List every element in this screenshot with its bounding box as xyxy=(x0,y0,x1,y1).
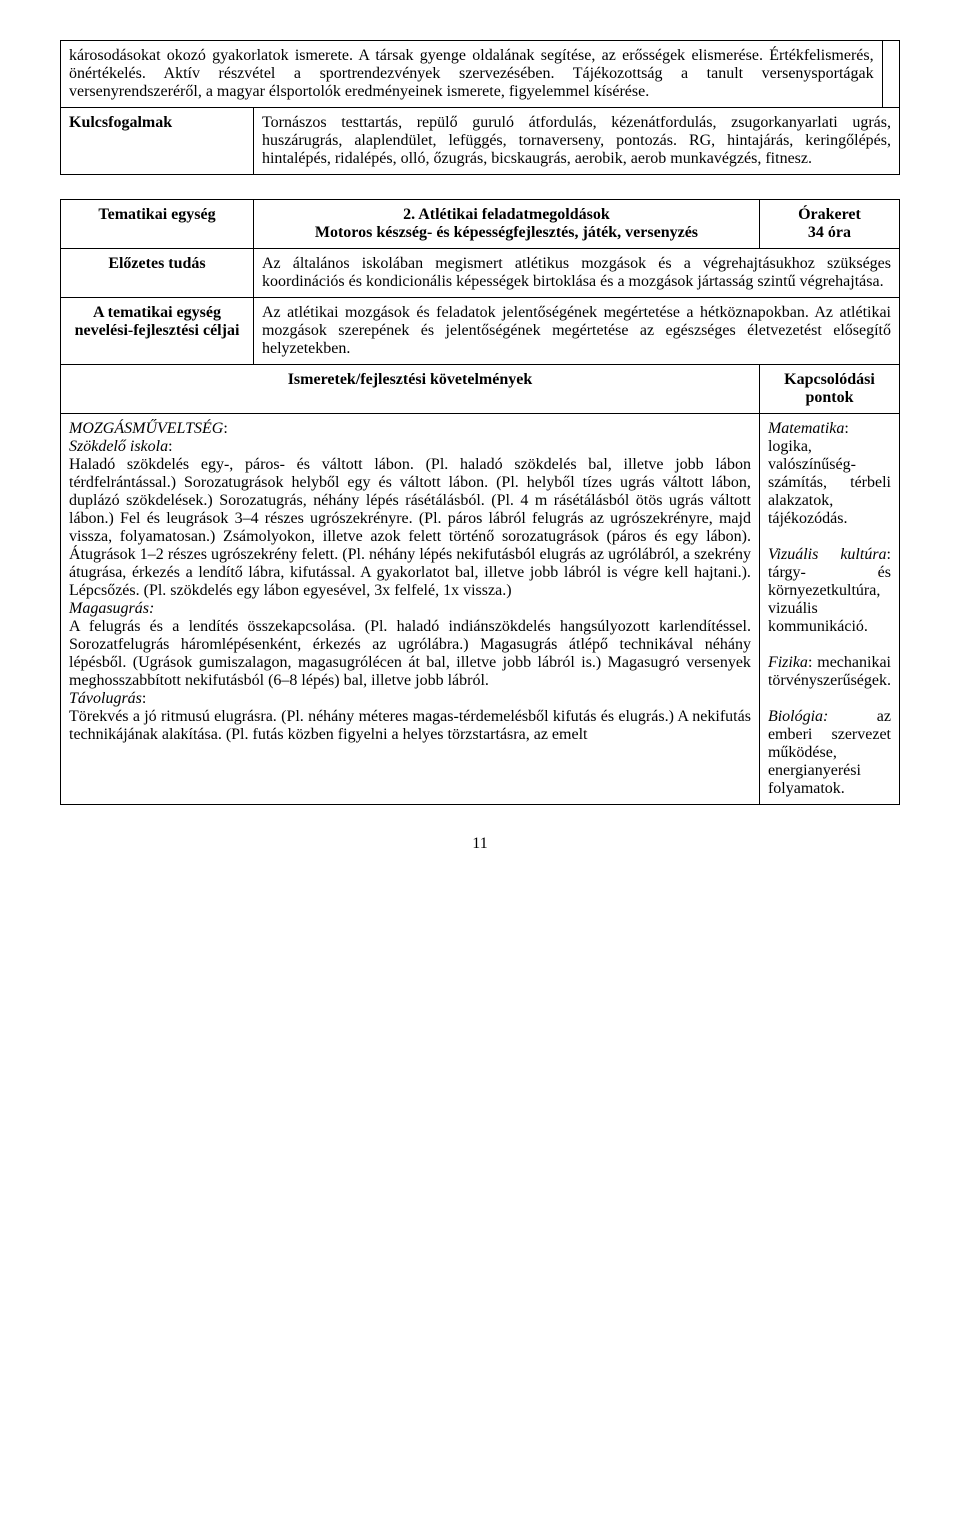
page-number: 11 xyxy=(60,835,900,853)
intro-cell: károsodásokat okozó gyakorlatok ismerete… xyxy=(61,41,883,108)
title-line1: 2. Atlétikai feladatmegoldások xyxy=(403,206,610,223)
kulcsfogalmak-text-cell: Tornászos testtartás, repülő guruló átfo… xyxy=(253,108,899,175)
kulcsfogalmak-label: Kulcsfogalmak xyxy=(61,108,254,175)
tematikai-table: Tematikai egység 2. Atlétikai feladatmeg… xyxy=(60,199,900,805)
elozetes-tudas-label: Előzetes tudás xyxy=(61,249,254,298)
empty-cell xyxy=(882,41,899,108)
magasugras-label: Magasugrás: xyxy=(69,600,154,617)
tavolugras-label: Távolugrás xyxy=(69,690,142,707)
vizualis-label: Vizuális kultúra xyxy=(768,546,887,563)
tematikai-egyseg-label: Tematikai egység xyxy=(61,200,254,249)
tavolugras-text: Törekvés a jó ritmusú elugrásra. (Pl. né… xyxy=(69,708,751,743)
fizika-label: Fizika xyxy=(768,654,808,671)
tematikai-title-cell: 2. Atlétikai feladatmegoldások Motoros k… xyxy=(253,200,759,249)
magasugras-text: A felugrás és a lendítés összekapcsolása… xyxy=(69,618,751,689)
matematika-label: Matematika xyxy=(768,420,844,437)
szokdelo-text: Haladó szökdelés egy-, páros- és váltott… xyxy=(69,456,751,599)
orakeret-cell: Órakeret 34 óra xyxy=(759,200,899,249)
orakeret-label: Órakeret xyxy=(798,206,861,223)
kapcsolodasi-header: Kapcsolódási pontok xyxy=(759,365,899,414)
kulcsfogalmak-table: károsodásokat okozó gyakorlatok ismerete… xyxy=(60,40,900,175)
biologia-label: Biológia: xyxy=(768,708,828,725)
intro-text: károsodásokat okozó gyakorlatok ismerete… xyxy=(69,47,874,100)
elozetes-tudas-text: Az általános iskolában megismert atlétik… xyxy=(253,249,899,298)
orakeret-value: 34 óra xyxy=(808,224,851,241)
title-line2: Motoros készség- és képességfejlesztés, … xyxy=(315,224,698,241)
mozgasmuveltseg-cell: MOZGÁSMŰVELTSÉG: Szökdelő iskola: Haladó… xyxy=(61,414,760,805)
nevelesi-celjai-text: Az atlétikai mozgások és feladatok jelen… xyxy=(253,298,899,365)
kapcsolodasi-cell: Matematika: logika, valószínűség-számítá… xyxy=(759,414,899,805)
mozgasmuveltseg-label: MOZGÁSMŰVELTSÉG xyxy=(69,420,223,437)
szokdelo-label: Szökdelő iskola xyxy=(69,438,168,455)
nevelesi-celjai-label: A tematikai egység nevelési-fejlesztési … xyxy=(61,298,254,365)
ismeretek-header: Ismeretek/fejlesztési követelmények xyxy=(61,365,760,414)
kulcsfogalmak-text: Tornászos testtartás, repülő guruló átfo… xyxy=(262,114,891,167)
